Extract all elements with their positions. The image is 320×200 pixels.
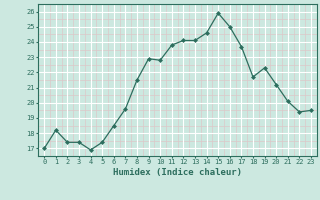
X-axis label: Humidex (Indice chaleur): Humidex (Indice chaleur) (113, 168, 242, 177)
